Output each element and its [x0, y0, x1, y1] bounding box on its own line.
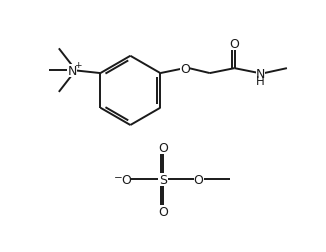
- Text: N: N: [256, 67, 265, 80]
- Text: O: O: [158, 205, 168, 218]
- Text: O: O: [158, 142, 168, 155]
- Text: H: H: [256, 74, 265, 87]
- Text: O: O: [180, 62, 190, 75]
- Text: O: O: [230, 38, 240, 51]
- Text: O: O: [122, 173, 131, 186]
- Text: N: N: [68, 64, 77, 77]
- Text: O: O: [194, 173, 203, 186]
- Text: −: −: [114, 173, 123, 183]
- Text: +: +: [74, 60, 82, 69]
- Text: S: S: [159, 173, 167, 186]
